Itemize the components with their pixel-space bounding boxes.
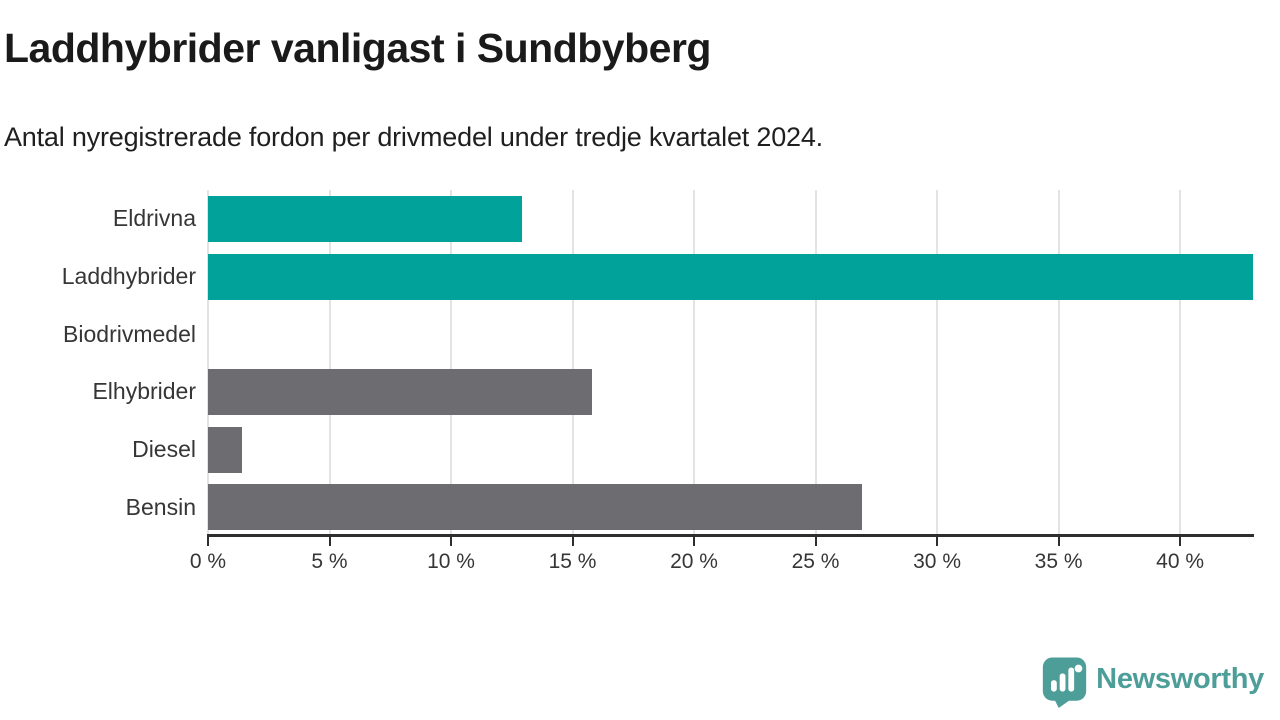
category-label-elhybrider: Elhybrider xyxy=(92,378,196,405)
category-label-biodrivmedel: Biodrivmedel xyxy=(63,320,196,347)
bar-elhybrider xyxy=(208,368,592,415)
bar-bensin xyxy=(208,484,862,531)
x-axis-tick-10 xyxy=(450,537,453,546)
x-tick-label-5: 5 % xyxy=(311,550,348,573)
category-label-diesel: Diesel xyxy=(132,435,196,462)
x-tick-label-30: 30 % xyxy=(913,550,961,573)
gridline-20 xyxy=(693,190,696,536)
x-axis-tick-30 xyxy=(936,537,939,546)
gridline-40 xyxy=(1179,190,1182,536)
page-title: Laddhybrider vanligast i Sundbyberg xyxy=(4,25,711,71)
category-label-bensin: Bensin xyxy=(125,493,196,520)
x-tick-label-15: 15 % xyxy=(548,550,597,573)
category-label-eldrivna: Eldrivna xyxy=(112,205,196,232)
bar-diesel xyxy=(208,426,243,473)
bar-eldrivna xyxy=(208,195,522,242)
x-axis-line xyxy=(207,534,1254,537)
gridline-0 xyxy=(207,190,209,536)
x-axis-tick-25 xyxy=(814,537,817,546)
x-tick-label-20: 20 % xyxy=(670,550,718,573)
x-axis-tick-15 xyxy=(571,537,574,546)
gridline-30 xyxy=(936,190,939,536)
x-axis-tick-20 xyxy=(693,537,696,546)
x-axis-tick-35 xyxy=(1057,537,1060,546)
x-axis-tick-5 xyxy=(328,537,331,546)
x-tick-label-35: 35 % xyxy=(1034,550,1083,573)
category-label-laddhybrider: Laddhybrider xyxy=(61,262,196,289)
bar-laddhybrider xyxy=(208,253,1253,300)
gridline-35 xyxy=(1057,190,1060,536)
x-tick-label-25: 25 % xyxy=(791,550,840,573)
x-axis-tick-40 xyxy=(1179,537,1182,546)
gridline-5 xyxy=(328,190,331,536)
newsworthy-logo-icon xyxy=(1043,657,1087,708)
x-tick-label-0: 0 % xyxy=(189,550,227,573)
x-tick-label-10: 10 % xyxy=(427,550,475,573)
brand-name: Newsworthy xyxy=(1096,662,1264,695)
x-axis-tick-0 xyxy=(207,537,209,546)
gridline-15 xyxy=(571,190,574,536)
brand-footer: Newsworthy xyxy=(1041,656,1264,708)
gridline-25 xyxy=(814,190,817,536)
x-tick-label-40: 40 % xyxy=(1156,550,1205,573)
gridline-10 xyxy=(450,190,453,536)
page-subtitle: Antal nyregistrerade fordon per drivmede… xyxy=(4,122,823,152)
